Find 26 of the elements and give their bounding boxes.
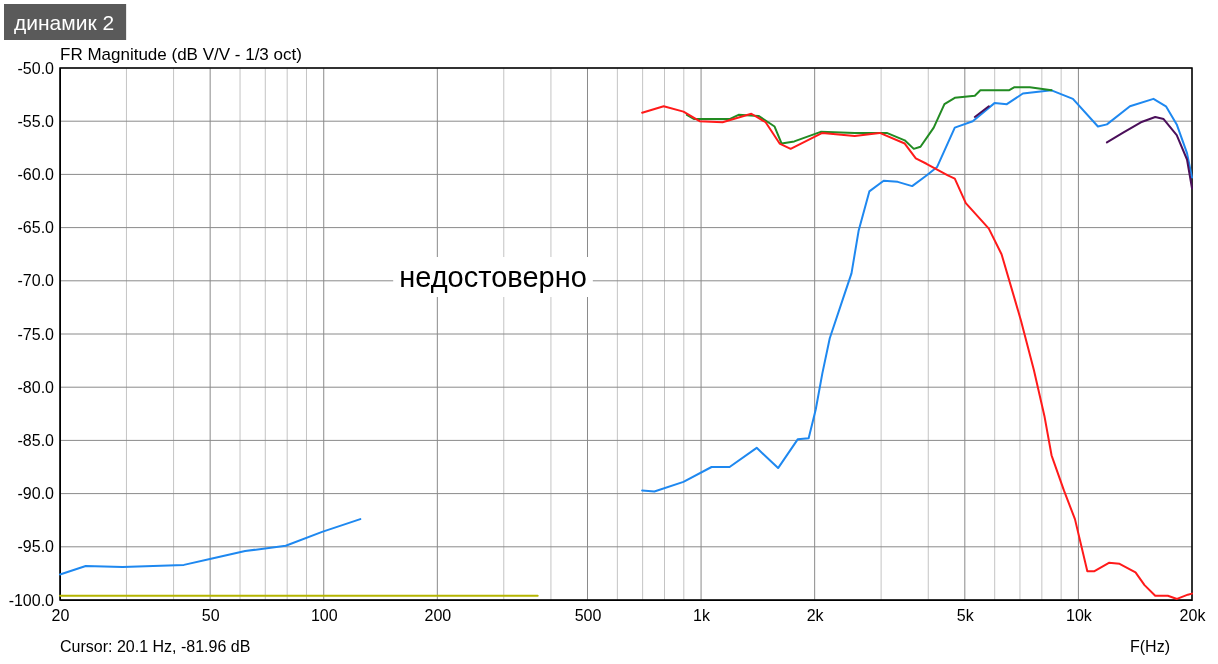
y-tick-label: -95.0 <box>17 538 55 556</box>
y-tick-label: -55.0 <box>17 112 55 130</box>
y-tick-label: -85.0 <box>17 432 55 450</box>
y-tick-label: -90.0 <box>17 485 55 503</box>
x-tick-label: 10k <box>1066 607 1093 625</box>
x-tick-label: 1k <box>693 607 712 625</box>
x-axis-title: F(Hz) <box>1130 638 1170 655</box>
y-tick-label: -60.0 <box>17 166 55 184</box>
y-tick-label: -100.0 <box>8 591 55 609</box>
x-tick-label: 500 <box>574 607 602 625</box>
y-tick-label: -70.0 <box>17 272 55 290</box>
x-tick-label: 50 <box>201 607 220 625</box>
y-tick-label: -65.0 <box>17 219 55 237</box>
x-tick-label: 20 <box>51 607 70 625</box>
y-tick-label: -80.0 <box>17 378 55 396</box>
x-tick-label: 20k <box>1179 607 1207 625</box>
x-tick-label: 200 <box>424 607 452 625</box>
annotation: недостоверно <box>399 261 587 293</box>
x-tick-label: 2k <box>806 607 825 625</box>
x-tick-label: 5k <box>956 607 975 625</box>
y-tick-label: -75.0 <box>17 325 55 343</box>
text: динамик 2 <box>14 11 115 34</box>
x-tick-label: 100 <box>310 607 338 625</box>
text: Cursor: 20.1 Hz, -81.96 dB <box>60 638 251 655</box>
chart-title: FR Magnitude (dB V/V - 1/3 oct) <box>60 45 302 64</box>
y-tick-label: -50.0 <box>17 59 55 77</box>
